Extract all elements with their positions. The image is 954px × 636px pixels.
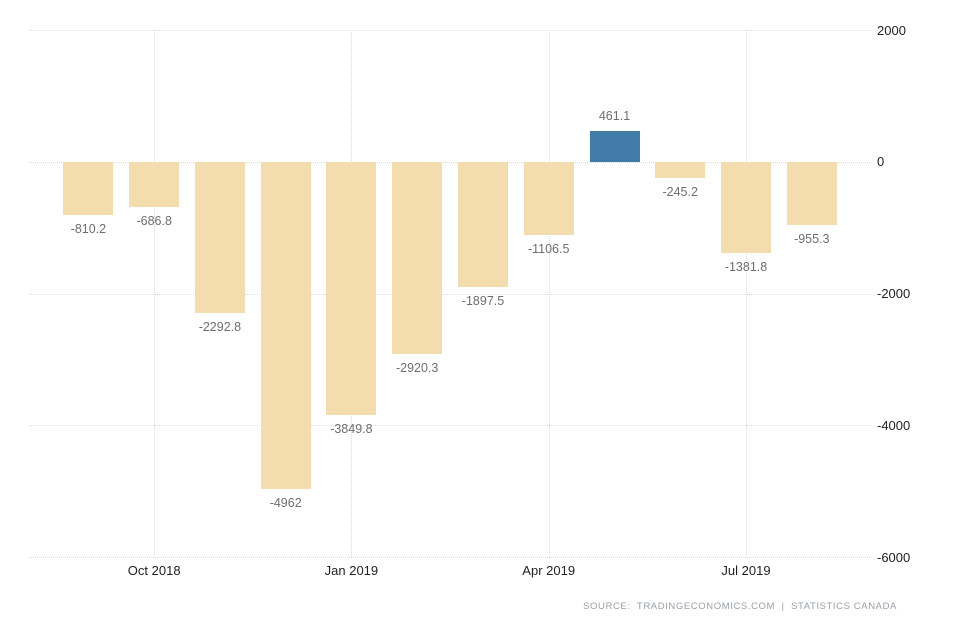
x-axis-tick-label: Oct 2018 — [127, 563, 181, 578]
x-axis-tick-label: Apr 2019 — [522, 563, 576, 578]
data-bar[interactable] — [129, 161, 180, 207]
y-gridline — [29, 293, 872, 295]
bar-value-label: 461.1 — [598, 109, 631, 124]
y-gridline — [29, 30, 872, 31]
bar-value-label: -686.8 — [136, 214, 172, 228]
data-bar[interactable] — [392, 161, 443, 355]
data-bar[interactable] — [721, 161, 771, 253]
bar-value-label: -245.2 — [662, 184, 698, 199]
bar-value-label: -955.3 — [794, 231, 830, 246]
data-bar[interactable] — [260, 161, 311, 489]
bar-value-label: -1897.5 — [461, 293, 505, 308]
bar-value-label: -810.2 — [70, 222, 107, 237]
bar-value-label: -1381.8 — [724, 259, 768, 274]
data-bar[interactable] — [63, 161, 114, 216]
y-axis-tick-label: 0 — [877, 154, 885, 170]
data-bar[interactable] — [523, 161, 574, 235]
y-axis-tick-label: -4000 — [877, 417, 911, 433]
source-attribution: SOURCE: TRADINGECONOMICS.COM | STATISTIC… — [583, 601, 897, 612]
x-axis-tick-label: Jul 2019 — [721, 563, 771, 578]
y-axis-tick-label: -6000 — [877, 549, 911, 565]
x-gridline — [746, 30, 747, 557]
bar-value-label: -2292.8 — [198, 319, 242, 334]
bar-value-label: -2920.3 — [395, 361, 439, 376]
data-bar[interactable] — [194, 161, 245, 313]
y-gridline — [29, 557, 872, 558]
bar-value-label: -3849.8 — [330, 422, 373, 437]
data-bar[interactable] — [326, 161, 377, 416]
y-gridline — [29, 161, 872, 163]
x-gridline — [154, 30, 156, 557]
x-gridline — [548, 30, 550, 557]
x-axis-tick-label: Jan 2019 — [324, 563, 379, 578]
y-axis-tick-label: 2000 — [877, 22, 906, 38]
data-bar[interactable] — [458, 161, 508, 287]
y-gridline — [29, 425, 872, 427]
bar-value-label: -1106.5 — [527, 241, 570, 256]
data-bar[interactable] — [655, 161, 706, 178]
y-axis-tick-label: -2000 — [877, 286, 911, 301]
data-bar[interactable] — [786, 161, 837, 225]
bar-value-label: -4962 — [269, 495, 302, 510]
data-bar[interactable] — [589, 131, 640, 162]
